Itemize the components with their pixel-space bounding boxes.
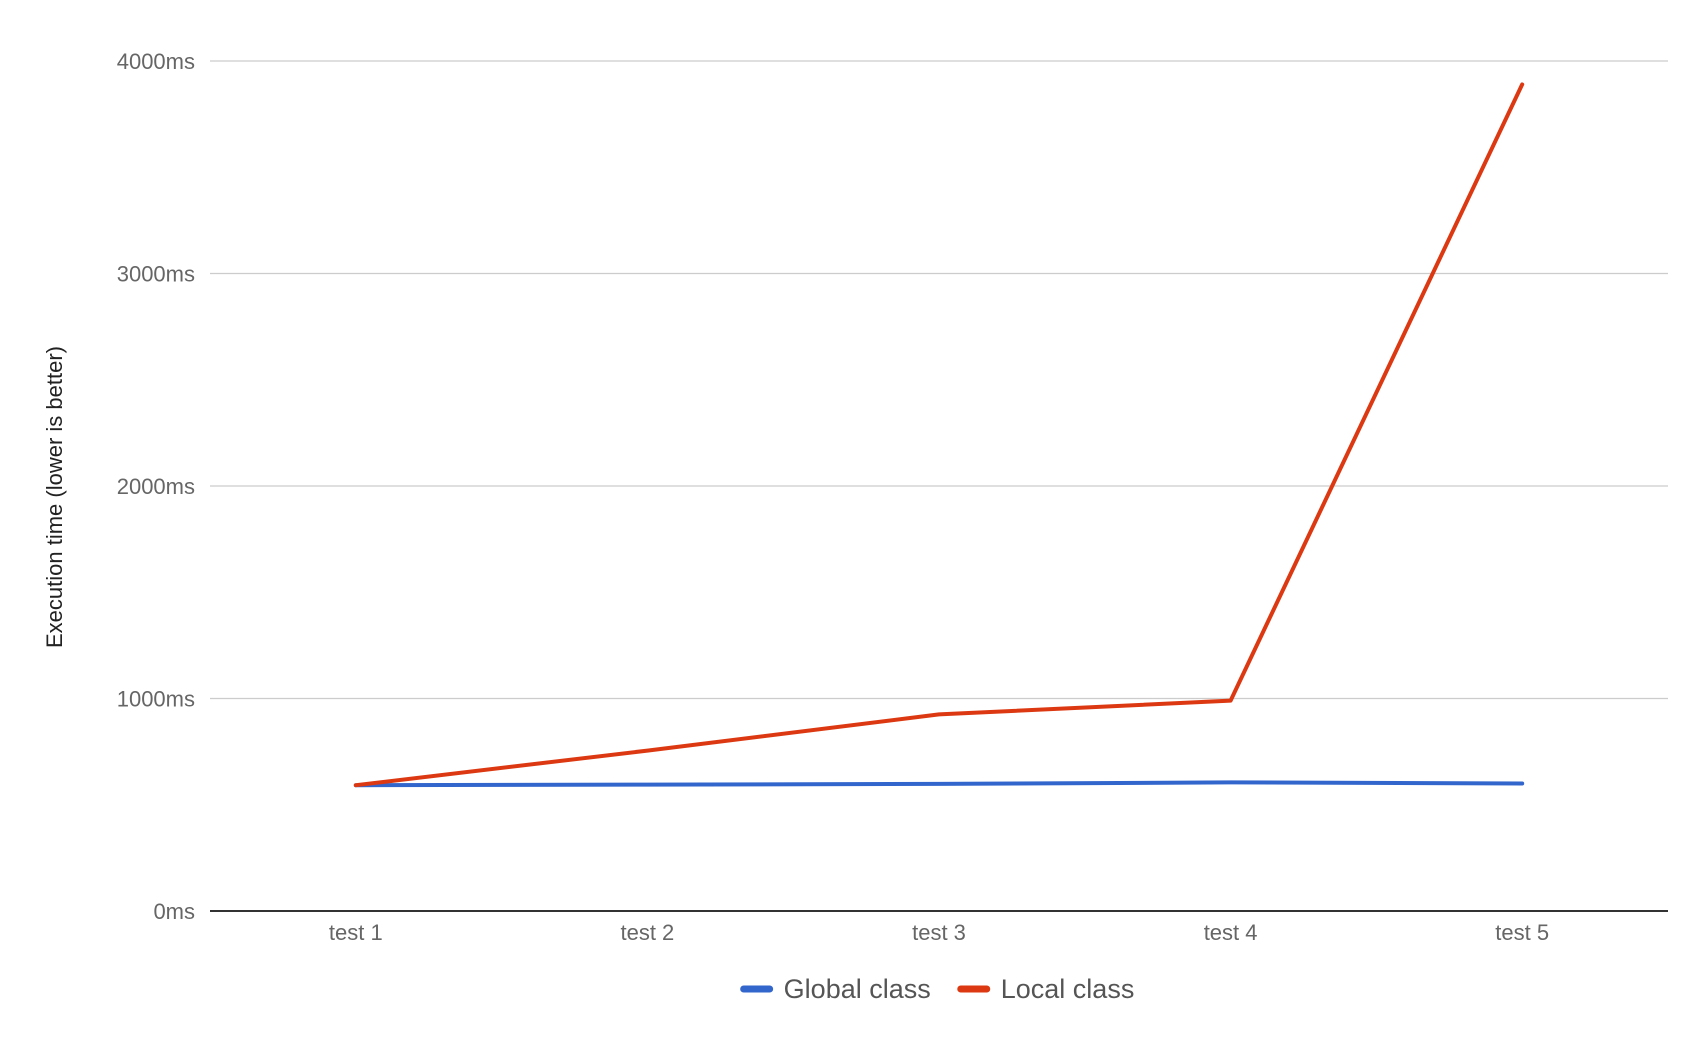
series-lines — [353, 82, 1525, 788]
legend-label: Local class — [1001, 974, 1135, 1004]
x-tick-label: test 3 — [912, 920, 966, 945]
y-axis-title: Execution time (lower is better) — [42, 346, 67, 648]
x-axis-tick-labels: test 1 test 2 test 3 test 4 test 5 — [329, 920, 1549, 945]
series-line-1 — [353, 780, 1525, 788]
series-line-2 — [353, 82, 1525, 788]
legend-item-1: Global class — [740, 974, 931, 1004]
gridlines — [210, 60, 1668, 912]
y-axis-tick-labels: 0ms 1000ms 2000ms 3000ms 4000ms — [117, 49, 195, 924]
legend: Global class Local class — [740, 974, 1135, 1004]
y-tick-label: 4000ms — [117, 49, 195, 74]
y-tick-label: 3000ms — [117, 262, 195, 287]
legend-label: Global class — [784, 974, 931, 1004]
x-tick-label: test 5 — [1495, 920, 1549, 945]
x-tick-label: test 4 — [1204, 920, 1258, 945]
x-tick-label: test 2 — [620, 920, 674, 945]
y-tick-label: 2000ms — [117, 474, 195, 499]
x-tick-label: test 1 — [329, 920, 383, 945]
y-tick-label: 0ms — [153, 899, 195, 924]
legend-item-2: Local class — [957, 974, 1135, 1004]
y-tick-label: 1000ms — [117, 687, 195, 712]
